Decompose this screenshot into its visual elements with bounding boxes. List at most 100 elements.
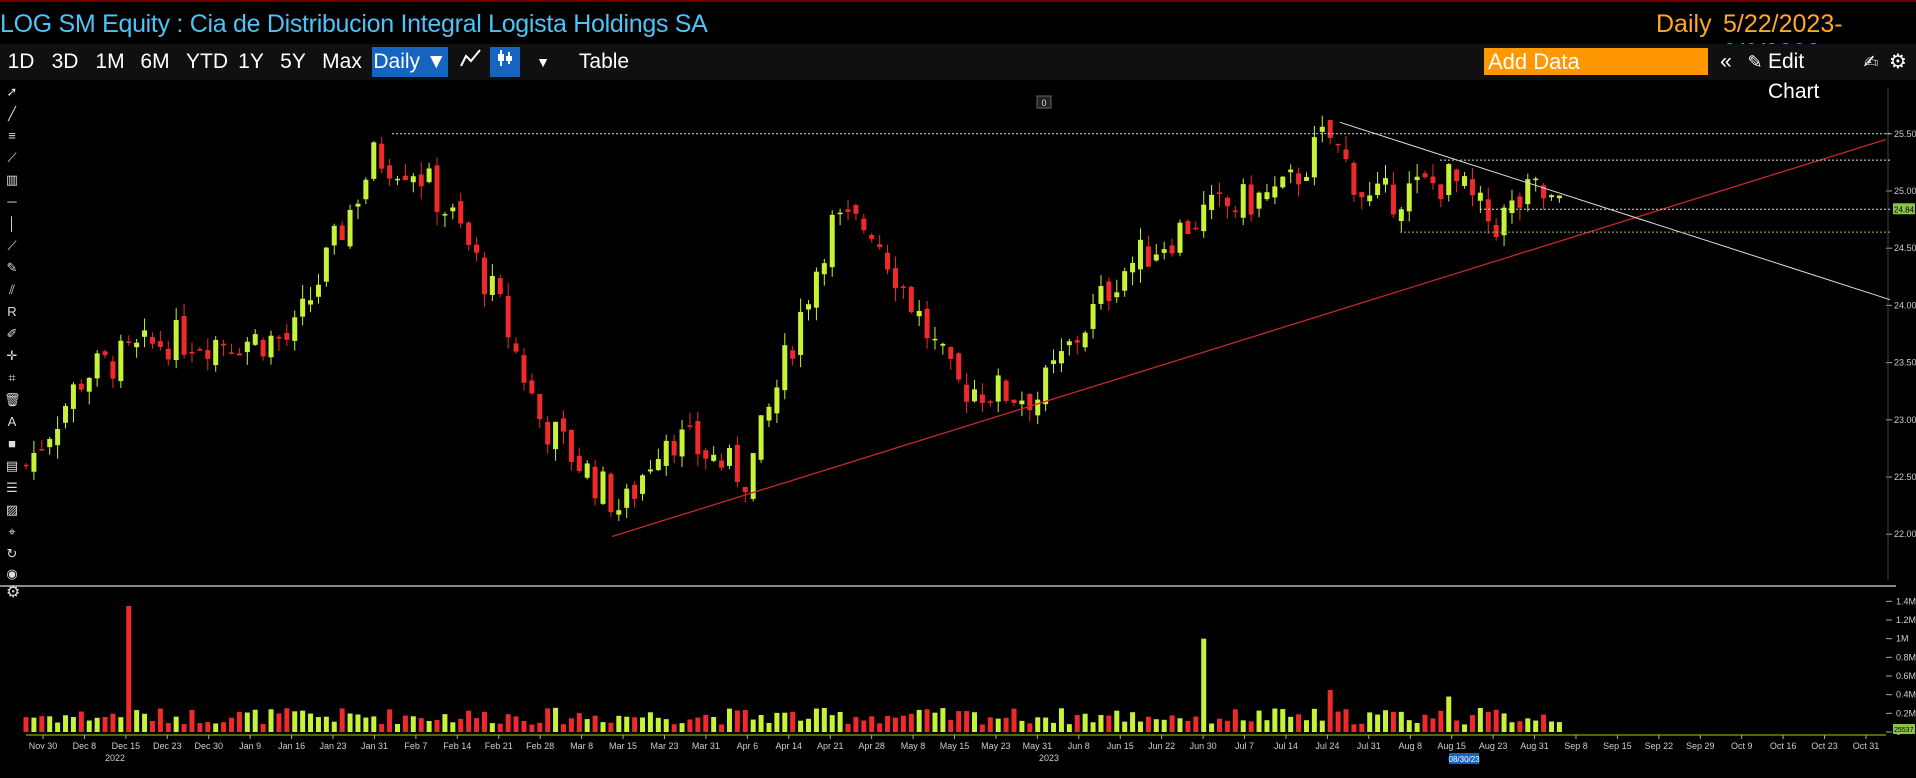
x-tick-label: Dec 15	[112, 741, 141, 751]
candle-body	[1296, 173, 1302, 185]
candle-body	[1454, 169, 1460, 182]
candle-body	[576, 455, 582, 472]
candle-body	[1525, 179, 1531, 205]
volume-bar	[798, 720, 804, 732]
candle-body	[402, 175, 408, 181]
candle-body	[371, 142, 377, 179]
range-icon[interactable]: ⫽	[9, 282, 15, 297]
candle-body	[647, 469, 653, 472]
horizontal-line-icon[interactable]: ─	[7, 194, 17, 209]
volume-bar	[1343, 709, 1349, 732]
volume-bar	[1137, 721, 1143, 732]
security-title: LOG SM Equity : Cia de Distribucion Inte…	[0, 10, 708, 38]
candle-body	[1311, 137, 1317, 178]
candle-body	[568, 430, 574, 462]
volume-bar	[86, 720, 92, 732]
ray-icon[interactable]: ⟋	[7, 238, 17, 253]
text-tool-icon[interactable]: A	[7, 414, 17, 429]
list-icon[interactable]: ☰	[6, 480, 18, 495]
measure-icon[interactable]: ⌗	[8, 370, 16, 385]
trend-line-icon[interactable]: ⟋	[7, 150, 17, 165]
panel-settings-icon[interactable]: ⚙	[6, 584, 21, 601]
volume-bar	[47, 716, 53, 732]
fibonacci-icon[interactable]: ≡	[8, 128, 16, 143]
candle-body	[1082, 332, 1088, 348]
range-button-6m[interactable]: 6M	[140, 50, 170, 73]
range-button-max[interactable]: Max	[322, 50, 362, 73]
volume-bar	[442, 714, 448, 732]
candles-group	[23, 115, 1562, 521]
chart-type-dropdown-icon[interactable]: ▼	[536, 54, 550, 70]
range-button-1m[interactable]: 1M	[95, 50, 125, 73]
candle-body	[474, 244, 480, 253]
volume-bar	[474, 718, 480, 732]
price-volume-chart[interactable]: Nov 30 Dec 8 Dec 15 Dec 23 Dec 30 Jan 9 Jan 16…	[0, 80, 1916, 778]
range-button-3d[interactable]: 3D	[51, 50, 79, 73]
candle-body	[885, 252, 891, 270]
candle-body	[782, 345, 788, 391]
range-button-1y[interactable]: 1Y	[238, 50, 264, 73]
channel-icon[interactable]: ▥	[5, 172, 19, 187]
candle-body	[537, 393, 543, 420]
brush-icon[interactable]: ✎	[6, 260, 18, 275]
trash-icon[interactable]: 🗑	[4, 392, 21, 407]
candle-body	[205, 350, 211, 359]
volume-bar	[1335, 711, 1341, 732]
candle-body	[260, 340, 266, 357]
pattern-icon[interactable]: ▨	[5, 502, 19, 517]
candle-body	[244, 341, 250, 353]
rectangle-icon[interactable]: ■	[8, 436, 16, 451]
period-label[interactable]: Daily	[1656, 10, 1712, 38]
volume-bar	[853, 717, 859, 732]
edit-chart-button[interactable]: Edit Chart	[1768, 50, 1820, 103]
candlestick-icon[interactable]	[490, 47, 520, 77]
volume-bar	[750, 719, 756, 732]
cursor-icon[interactable]: ➚	[6, 84, 18, 99]
crosshair-icon[interactable]: ✛	[6, 348, 18, 363]
volume-bar	[624, 716, 630, 732]
volume-bar	[553, 707, 559, 732]
candle-body	[584, 463, 590, 478]
line-tool-icon[interactable]: ╱	[8, 106, 16, 121]
line-chart-icon[interactable]	[456, 47, 486, 77]
palette-icon[interactable]: ◉	[6, 566, 18, 581]
range-button-5y[interactable]: 5Y	[280, 50, 306, 73]
volume-bar	[560, 724, 566, 732]
volume-bar	[956, 711, 962, 732]
refresh-icon[interactable]: ↻	[6, 546, 18, 561]
regression-icon[interactable]: R	[7, 304, 17, 319]
layout-icon[interactable]: ▤	[5, 458, 19, 473]
volume-bar	[23, 717, 29, 732]
volume-bar	[379, 724, 385, 732]
volume-bar	[647, 712, 653, 732]
volume-bar	[971, 712, 977, 732]
candle-body	[1438, 184, 1444, 200]
pen-icon[interactable]: ✐	[6, 326, 18, 341]
volume-bar	[1106, 715, 1112, 732]
panel-marker-label: 0	[1041, 98, 1046, 108]
x-tick-label: Mar 23	[650, 741, 678, 751]
annotate-icon[interactable]: ✍	[1863, 52, 1879, 72]
volume-bar	[165, 723, 171, 732]
volume-bar	[584, 719, 590, 732]
candle-body	[774, 387, 780, 414]
x-tick-label: Jun 8	[1068, 741, 1090, 751]
gear-icon[interactable]: ⚙	[1889, 51, 1907, 73]
volume-bar	[1161, 719, 1167, 732]
add-data-input[interactable]: Add Data	[1484, 48, 1708, 75]
collapse-chevrons-icon[interactable]: «	[1720, 50, 1732, 73]
vertical-line-icon[interactable]: │	[7, 216, 17, 231]
range-button-1d[interactable]: 1D	[7, 50, 35, 73]
volume-tick-label: 0.2M	[1896, 708, 1916, 718]
magnet-icon[interactable]: ⌖	[8, 524, 16, 539]
volume-bars-group	[23, 606, 1562, 732]
pencil-icon[interactable]: ✎	[1747, 52, 1763, 72]
candle-body	[758, 415, 764, 460]
frequency-dropdown[interactable]: Daily ▼	[372, 47, 448, 77]
volume-bar	[70, 717, 76, 732]
volume-bar	[687, 719, 693, 732]
table-button[interactable]: Table	[578, 50, 630, 73]
candle-body	[1248, 184, 1254, 215]
volume-bar	[948, 719, 954, 732]
range-button-ytd[interactable]: YTD	[186, 50, 228, 73]
